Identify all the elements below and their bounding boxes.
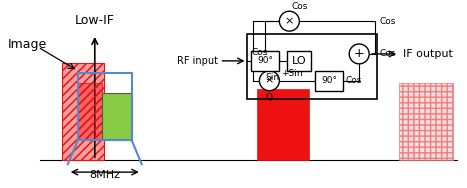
Text: +: + (354, 47, 365, 60)
Bar (78, 83, 102, 140)
Text: Image: Image (8, 37, 47, 51)
Bar (62, 63, 104, 160)
Text: Cos: Cos (251, 48, 268, 57)
Text: +Sin: +Sin (281, 69, 303, 78)
Text: ×: × (265, 76, 274, 86)
Text: Cos: Cos (379, 17, 396, 26)
Bar (315, 71, 343, 91)
Bar (78, 73, 132, 140)
Circle shape (279, 11, 299, 31)
Bar (287, 51, 311, 71)
Text: Low-IF: Low-IF (75, 14, 115, 27)
Text: Cos: Cos (345, 76, 361, 85)
Bar (399, 83, 453, 160)
Bar (248, 34, 377, 99)
Text: 90°: 90° (321, 76, 337, 85)
Text: 90°: 90° (257, 56, 273, 65)
Text: Q: Q (266, 93, 273, 102)
Text: Cos: Cos (379, 49, 396, 58)
Text: LO: LO (292, 56, 307, 66)
Circle shape (349, 44, 369, 64)
Text: IF output: IF output (403, 49, 453, 59)
Text: ×: × (285, 16, 294, 26)
Circle shape (259, 71, 279, 91)
Bar (399, 83, 453, 160)
Bar (251, 51, 279, 71)
Bar (62, 63, 104, 160)
Bar (102, 93, 132, 140)
Text: Sin: Sin (265, 73, 280, 82)
Text: 8MHz: 8MHz (89, 170, 120, 180)
Bar (78, 83, 102, 140)
Bar (257, 89, 309, 160)
Text: Cos: Cos (291, 2, 308, 11)
Text: RF input: RF input (177, 56, 218, 66)
